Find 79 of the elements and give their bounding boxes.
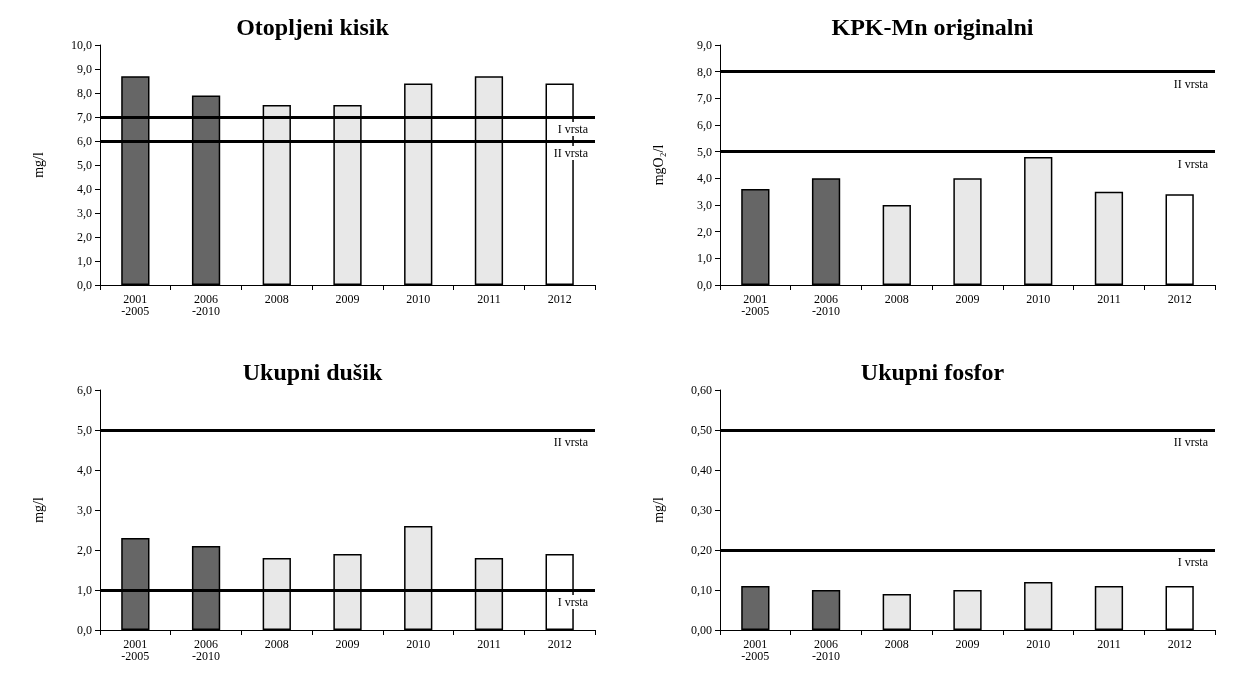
y-tick-label: 1,0 — [77, 583, 92, 597]
y-tick-label: 0,10 — [691, 583, 712, 597]
x-tick-label: 2010 — [1026, 637, 1051, 651]
ref-line-label: II vrsta — [553, 435, 589, 449]
y-tick-label: 4,0 — [697, 171, 712, 186]
y-tick-label: 4,0 — [77, 182, 92, 196]
y-tick-label: 5,0 — [77, 158, 92, 172]
x-tick-label: 2011 — [1097, 292, 1121, 306]
y-tick-label: 1,0 — [697, 251, 712, 266]
x-tick-label: 2006 -2010 — [812, 637, 841, 663]
x-tick-label: 2010 — [406, 292, 431, 306]
y-tick-label: 6,0 — [77, 134, 92, 148]
ref-line-label: I vrsta — [557, 122, 589, 136]
y-tick-label: 0,0 — [77, 278, 92, 292]
x-tick-label: 2001 -2005 — [741, 637, 770, 663]
y-tick-label: 8,0 — [697, 64, 712, 79]
x-tick-label: 2006 -2010 — [192, 292, 221, 318]
ref-line-label: I vrsta — [557, 595, 589, 609]
y-tick-label: 2,0 — [697, 224, 712, 239]
y-tick-label: 10,0 — [71, 38, 92, 52]
ref-line-label: II vrsta — [1173, 435, 1209, 449]
ref-line-label: II vrsta — [1173, 76, 1209, 91]
y-tick-label: 6,0 — [77, 383, 92, 397]
y-tick-label: 1,0 — [77, 254, 92, 268]
x-tick-label: 2012 — [547, 637, 572, 651]
y-tick-label: 3,0 — [77, 206, 92, 220]
y-axis-title: mg/l — [30, 497, 46, 523]
x-tick-label: 2011 — [1097, 637, 1121, 651]
y-tick-label: 0,60 — [691, 383, 712, 397]
x-tick-label: 2001 -2005 — [121, 637, 150, 663]
y-tick-label: 5,0 — [697, 144, 712, 159]
ref-line-label: I vrsta — [1177, 555, 1209, 569]
y-axis-title: mgO₂/l — [650, 144, 666, 186]
x-tick-label: 2012 — [1167, 292, 1192, 306]
chart-title: KPK-Mn originalni — [831, 14, 1034, 40]
y-axis-title: mg/l — [30, 152, 46, 178]
y-tick-label: 0,0 — [697, 278, 712, 292]
ref-line-label: I vrsta — [1177, 156, 1209, 171]
x-tick-label: 2009 — [335, 637, 360, 651]
x-tick-label: 2001 -2005 — [121, 292, 150, 318]
y-tick-label: 2,0 — [77, 230, 92, 244]
x-tick-label: 2012 — [1167, 637, 1192, 651]
x-tick-label: 2008 — [264, 292, 289, 306]
y-tick-label: 5,0 — [77, 423, 92, 437]
x-tick-label: 2009 — [335, 292, 360, 306]
x-tick-label: 2008 — [264, 637, 289, 651]
y-tick-label: 0,50 — [691, 423, 712, 437]
y-tick-label: 8,0 — [77, 86, 92, 100]
x-tick-label: 2006 -2010 — [812, 292, 841, 318]
x-tick-label: 2010 — [1026, 292, 1051, 306]
y-tick-label: 0,30 — [691, 503, 712, 517]
y-tick-label: 7,0 — [77, 110, 92, 124]
x-tick-label: 2001 -2005 — [741, 292, 770, 318]
x-tick-label: 2011 — [477, 292, 501, 306]
y-tick-label: 9,0 — [77, 62, 92, 76]
x-tick-label: 2009 — [955, 292, 980, 306]
x-tick-label: 2006 -2010 — [192, 637, 221, 663]
y-tick-label: 3,0 — [77, 503, 92, 517]
x-tick-label: 2008 — [884, 292, 909, 306]
ref-line-label: II vrsta — [553, 146, 589, 160]
x-tick-label: 2008 — [884, 637, 909, 651]
chart-title: Ukupni dušik — [242, 359, 383, 385]
y-tick-label: 0,40 — [691, 463, 712, 477]
x-tick-label: 2011 — [477, 637, 501, 651]
y-tick-label: 0,20 — [691, 543, 712, 557]
y-tick-label: 6,0 — [697, 118, 712, 132]
x-tick-label: 2012 — [547, 292, 572, 306]
y-tick-label: 2,0 — [77, 543, 92, 557]
chart-title: Ukupni fosfor — [860, 359, 1005, 385]
y-tick-label: 0,0 — [77, 623, 92, 637]
y-tick-label: 3,0 — [697, 198, 712, 212]
chart-title: Otopljeni kisik — [236, 14, 390, 40]
y-tick-label: 0,00 — [691, 623, 712, 637]
y-tick-label: 9,0 — [697, 38, 712, 52]
x-tick-label: 2009 — [955, 637, 980, 651]
y-axis-title: mg/l — [650, 497, 666, 523]
y-tick-label: 7,0 — [697, 91, 712, 106]
x-tick-label: 2010 — [406, 637, 431, 651]
y-tick-label: 4,0 — [77, 463, 92, 477]
